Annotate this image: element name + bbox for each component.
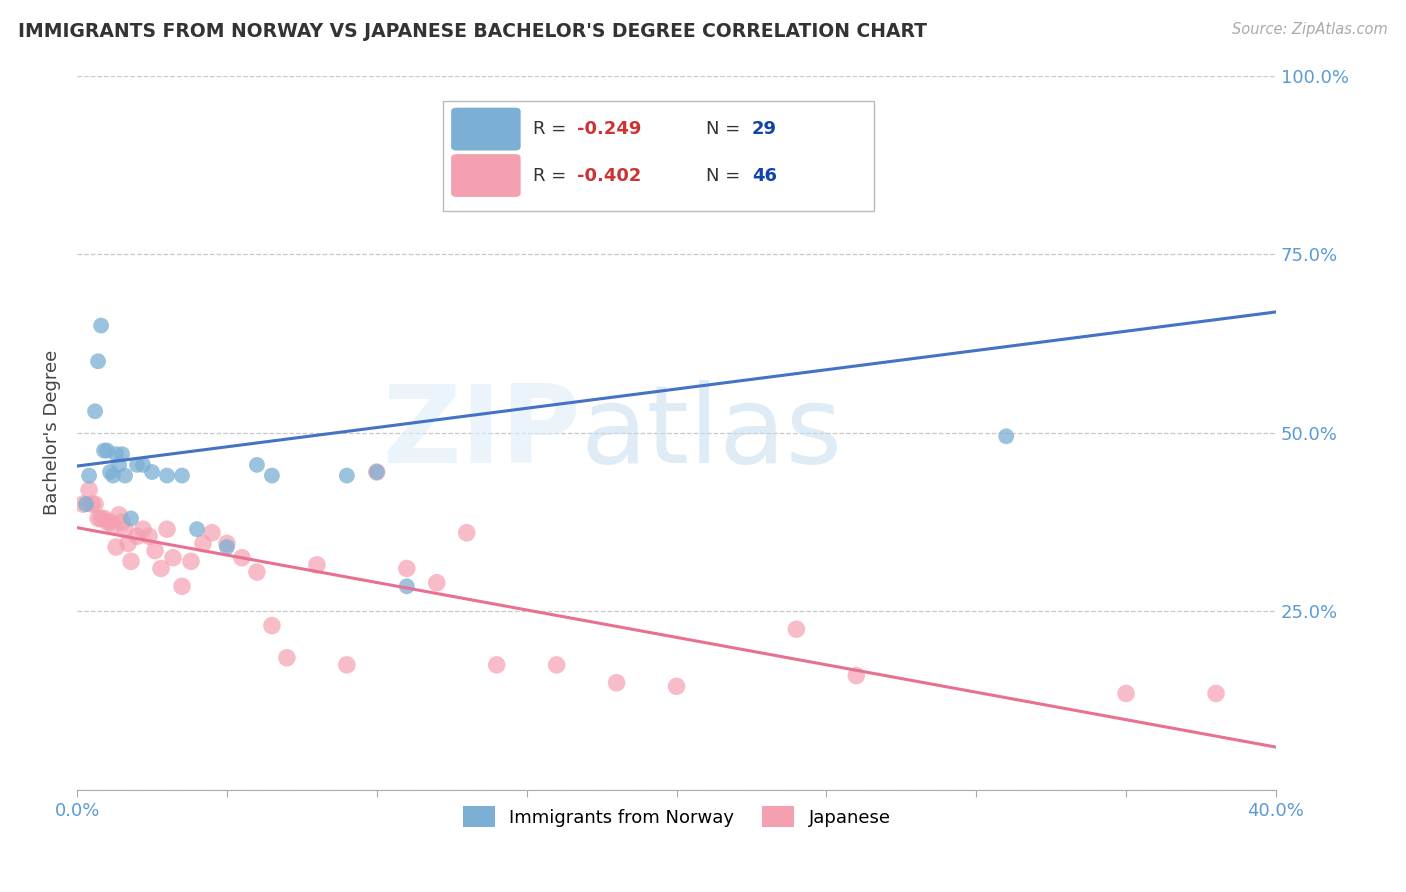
Point bbox=[395, 579, 418, 593]
Point bbox=[201, 525, 224, 540]
Point bbox=[90, 511, 112, 525]
Point bbox=[111, 515, 134, 529]
Point bbox=[72, 497, 94, 511]
Point bbox=[305, 558, 328, 572]
Point bbox=[1115, 686, 1137, 700]
Point bbox=[215, 540, 238, 554]
Legend: Immigrants from Norway, Japanese: Immigrants from Norway, Japanese bbox=[456, 799, 898, 835]
Point bbox=[117, 536, 139, 550]
Point bbox=[84, 404, 107, 418]
Point bbox=[1205, 686, 1227, 700]
Point bbox=[93, 511, 115, 525]
Point bbox=[101, 468, 124, 483]
Point bbox=[186, 522, 208, 536]
Point bbox=[143, 543, 166, 558]
Point bbox=[366, 465, 388, 479]
Point bbox=[530, 179, 553, 194]
Point bbox=[485, 657, 508, 672]
Point bbox=[231, 550, 253, 565]
Point bbox=[180, 554, 202, 568]
Point bbox=[98, 515, 121, 529]
Point bbox=[77, 468, 100, 483]
Point bbox=[120, 511, 142, 525]
Point bbox=[546, 657, 568, 672]
Point bbox=[114, 468, 136, 483]
Point bbox=[215, 536, 238, 550]
Y-axis label: Bachelor's Degree: Bachelor's Degree bbox=[44, 350, 60, 516]
FancyBboxPatch shape bbox=[451, 154, 520, 197]
Point bbox=[90, 318, 112, 333]
Point bbox=[665, 679, 688, 693]
Point bbox=[162, 550, 184, 565]
Point bbox=[125, 458, 148, 472]
Text: R =: R = bbox=[533, 120, 572, 138]
Point bbox=[156, 468, 179, 483]
Text: R =: R = bbox=[533, 167, 572, 185]
Text: -0.249: -0.249 bbox=[576, 120, 641, 138]
Point bbox=[156, 522, 179, 536]
Point bbox=[456, 154, 478, 169]
Point bbox=[87, 511, 110, 525]
Point bbox=[125, 529, 148, 543]
Point bbox=[606, 675, 628, 690]
Text: ZIP: ZIP bbox=[382, 380, 581, 486]
Point bbox=[132, 458, 155, 472]
Point bbox=[785, 622, 807, 636]
Text: -0.402: -0.402 bbox=[576, 167, 641, 185]
Point bbox=[995, 429, 1018, 443]
Text: 46: 46 bbox=[752, 167, 778, 185]
Point bbox=[120, 554, 142, 568]
Point bbox=[191, 536, 214, 550]
Point bbox=[75, 497, 97, 511]
Point bbox=[336, 468, 359, 483]
Point bbox=[336, 657, 359, 672]
Point bbox=[456, 525, 478, 540]
Point bbox=[98, 465, 121, 479]
Text: IMMIGRANTS FROM NORWAY VS JAPANESE BACHELOR'S DEGREE CORRELATION CHART: IMMIGRANTS FROM NORWAY VS JAPANESE BACHE… bbox=[18, 22, 928, 41]
Point bbox=[141, 465, 163, 479]
Point bbox=[246, 458, 269, 472]
Point bbox=[84, 497, 107, 511]
Point bbox=[138, 529, 160, 543]
Point bbox=[105, 540, 128, 554]
Text: 29: 29 bbox=[752, 120, 778, 138]
Point bbox=[87, 354, 110, 368]
Point bbox=[80, 497, 103, 511]
Point bbox=[77, 483, 100, 497]
Point bbox=[150, 561, 173, 575]
Point bbox=[105, 447, 128, 461]
Point bbox=[108, 508, 131, 522]
Point bbox=[426, 575, 449, 590]
Point bbox=[845, 668, 868, 682]
Point bbox=[246, 565, 269, 579]
Point bbox=[366, 465, 388, 479]
Point bbox=[260, 618, 283, 632]
Point bbox=[101, 518, 124, 533]
Point bbox=[96, 515, 118, 529]
Point bbox=[395, 561, 418, 575]
FancyBboxPatch shape bbox=[443, 101, 875, 211]
Text: Source: ZipAtlas.com: Source: ZipAtlas.com bbox=[1232, 22, 1388, 37]
Point bbox=[170, 579, 193, 593]
Point bbox=[93, 443, 115, 458]
Point bbox=[260, 468, 283, 483]
Text: atlas: atlas bbox=[581, 380, 842, 486]
Point bbox=[114, 522, 136, 536]
Point bbox=[132, 522, 155, 536]
FancyBboxPatch shape bbox=[451, 108, 520, 151]
Point bbox=[96, 443, 118, 458]
Point bbox=[276, 650, 298, 665]
Point bbox=[111, 447, 134, 461]
Point bbox=[170, 468, 193, 483]
Text: N =: N = bbox=[706, 120, 747, 138]
Text: N =: N = bbox=[706, 167, 747, 185]
Point bbox=[108, 458, 131, 472]
